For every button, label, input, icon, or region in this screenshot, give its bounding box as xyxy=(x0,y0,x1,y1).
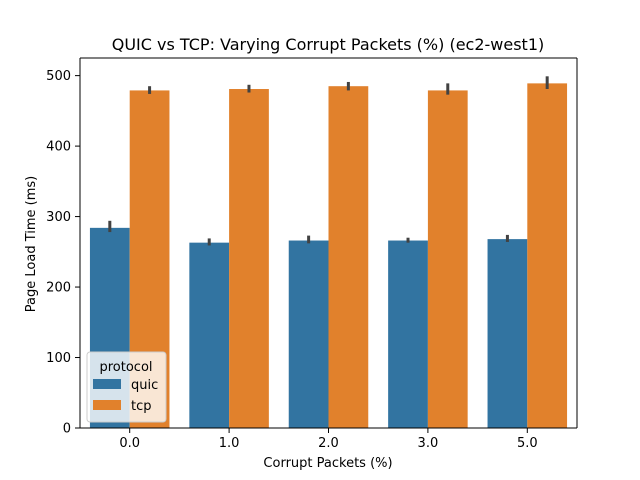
x-tick-label-0.0: 0.0 xyxy=(119,436,140,451)
bar-quic-5.0 xyxy=(487,239,528,428)
y-tick-label-500: 500 xyxy=(46,69,71,84)
chart-title: QUIC vs TCP: Varying Corrupt Packets (%)… xyxy=(112,35,545,54)
legend-items: quic tcp xyxy=(93,378,158,414)
bar-tcp-2.0 xyxy=(328,86,369,428)
bar-quic-3.0 xyxy=(388,240,428,428)
legend: protocol quic tcp xyxy=(86,351,167,423)
legend-swatch-tcp xyxy=(93,400,121,410)
axes-layer xyxy=(79,57,578,429)
x-tick-label-1.0: 1.0 xyxy=(219,436,240,451)
bar-quic-2.0 xyxy=(288,240,329,428)
legend-label-tcp: tcp xyxy=(131,399,152,414)
y-axis-label: Page Load Time (ms) xyxy=(24,176,39,312)
y-tick-label-300: 300 xyxy=(46,210,71,225)
bar-tcp-1.0 xyxy=(229,89,269,428)
errorbars-layer xyxy=(108,76,549,246)
x-tick-label-2.0: 2.0 xyxy=(318,436,339,451)
bar-tcp-5.0 xyxy=(527,83,568,429)
bars-layer xyxy=(89,83,568,429)
legend-swatch-quic xyxy=(93,379,121,389)
x-axis-label: Corrupt Packets (%) xyxy=(263,456,392,471)
y-tick-label-100: 100 xyxy=(46,351,71,366)
x-tick-label-3.0: 3.0 xyxy=(418,436,439,451)
legend-label-quic: quic xyxy=(131,378,158,393)
y-tick-label-200: 200 xyxy=(46,281,71,296)
y-tick-label-0: 0 xyxy=(63,422,71,437)
legend-title: protocol xyxy=(99,360,152,375)
y-tick-label-400: 400 xyxy=(46,140,71,155)
ticks-layer: 0 100 200 300 400 500 0.0 1.0 2.0 3.0 5.0 xyxy=(46,69,537,451)
bar-quic-1.0 xyxy=(189,242,230,428)
bar-tcp-3.0 xyxy=(427,90,468,429)
x-tick-label-5.0: 5.0 xyxy=(517,436,538,451)
